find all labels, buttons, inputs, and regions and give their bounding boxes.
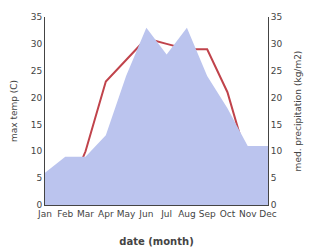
svg-text:10: 10 — [31, 146, 43, 156]
svg-text:10: 10 — [271, 146, 283, 156]
svg-text:Jan: Jan — [37, 209, 52, 219]
svg-text:30: 30 — [271, 39, 283, 49]
svg-text:Aug: Aug — [178, 209, 196, 219]
svg-text:May: May — [117, 209, 136, 219]
svg-text:Sep: Sep — [199, 209, 216, 219]
svg-text:Jun: Jun — [138, 209, 153, 219]
svg-text:20: 20 — [31, 93, 43, 103]
svg-text:15: 15 — [31, 120, 42, 130]
svg-text:Mar: Mar — [77, 209, 94, 219]
svg-text:Jul: Jul — [160, 209, 172, 219]
svg-text:35: 35 — [271, 12, 282, 22]
svg-text:15: 15 — [271, 120, 282, 130]
svg-text:date (month): date (month) — [119, 236, 193, 247]
svg-text:med. precipitation (kg/m2): med. precipitation (kg/m2) — [293, 51, 303, 172]
svg-text:25: 25 — [271, 66, 282, 76]
svg-text:Nov: Nov — [239, 209, 257, 219]
svg-text:5: 5 — [36, 173, 42, 183]
svg-text:Apr: Apr — [98, 209, 114, 219]
svg-text:30: 30 — [31, 39, 43, 49]
svg-text:20: 20 — [271, 93, 283, 103]
svg-text:5: 5 — [271, 173, 277, 183]
svg-text:Dec: Dec — [259, 209, 276, 219]
svg-text:Oct: Oct — [220, 209, 236, 219]
svg-text:Feb: Feb — [57, 209, 73, 219]
svg-text:max temp (C): max temp (C) — [9, 80, 19, 142]
svg-text:25: 25 — [31, 66, 42, 76]
svg-text:0: 0 — [271, 200, 277, 210]
svg-text:35: 35 — [31, 12, 42, 22]
svg-text:0: 0 — [36, 200, 42, 210]
